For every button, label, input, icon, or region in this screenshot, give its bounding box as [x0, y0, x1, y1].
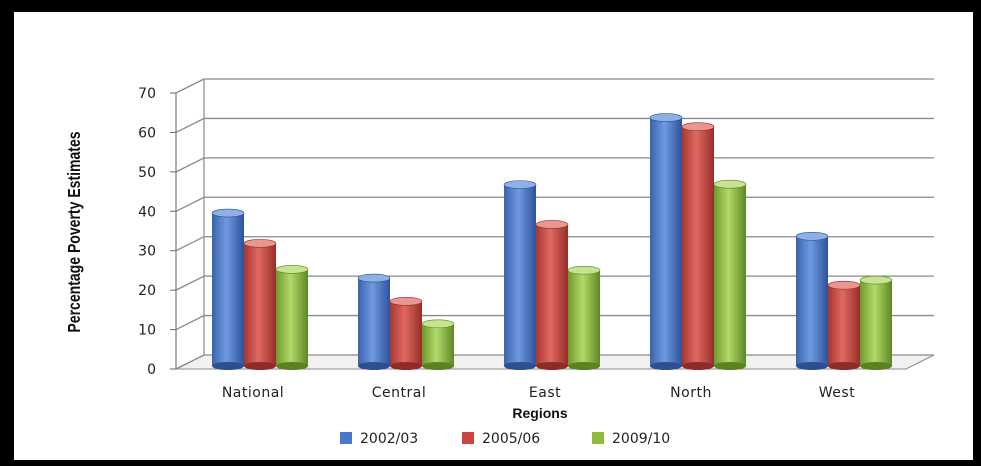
legend: 2002/03 2005/06 2009/10: [340, 431, 670, 447]
bar: [649, 113, 683, 370]
gridline: [175, 117, 934, 134]
x-category-label: West: [819, 385, 855, 401]
legend-label: 2005/06: [482, 431, 540, 447]
y-axis: 0 10 20 30 40 50 60 70: [138, 86, 177, 378]
gridline: [175, 78, 934, 94]
legend-item: 2002/03: [340, 431, 418, 447]
x-category-label: East: [529, 385, 561, 401]
y-tick-label: 60: [138, 125, 156, 141]
legend-swatch: [462, 432, 474, 444]
legend-item: 2009/10: [592, 431, 670, 447]
bar: [567, 265, 601, 370]
bar: [535, 220, 569, 370]
y-tick-label: 40: [138, 204, 156, 220]
x-category-label: National: [222, 385, 284, 401]
bar: [681, 122, 715, 370]
bars: [211, 113, 893, 370]
bar: [859, 275, 893, 370]
bar: [357, 273, 391, 370]
bar: [827, 280, 861, 370]
bar: [275, 265, 309, 370]
bar: [713, 179, 747, 370]
y-tick-label: 30: [138, 244, 156, 260]
bar: [211, 208, 245, 370]
x-axis-label: Regions: [512, 405, 567, 421]
bar: [795, 231, 829, 370]
bar: [389, 297, 423, 370]
legend-item: 2005/06: [462, 431, 540, 447]
y-tick-label: 70: [138, 86, 156, 102]
y-axis-label: Percentage Poverty Estimates: [64, 131, 84, 332]
y-tick-label: 10: [138, 323, 156, 339]
x-axis-categories: National Central East North West: [222, 385, 855, 401]
y-tick-label: 0: [147, 362, 156, 378]
bar: [421, 319, 455, 370]
y-tick-label: 50: [138, 165, 156, 181]
legend-swatch: [592, 432, 604, 444]
gridline: [175, 157, 934, 173]
y-tick-label: 20: [138, 283, 156, 299]
x-category-label: North: [670, 385, 712, 401]
bar: [503, 180, 537, 370]
legend-label: 2009/10: [612, 431, 670, 447]
gridline: [175, 196, 934, 212]
legend-label: 2002/03: [360, 431, 418, 447]
legend-swatch: [340, 432, 352, 444]
x-category-label: Central: [372, 385, 426, 401]
bar: [243, 239, 277, 370]
